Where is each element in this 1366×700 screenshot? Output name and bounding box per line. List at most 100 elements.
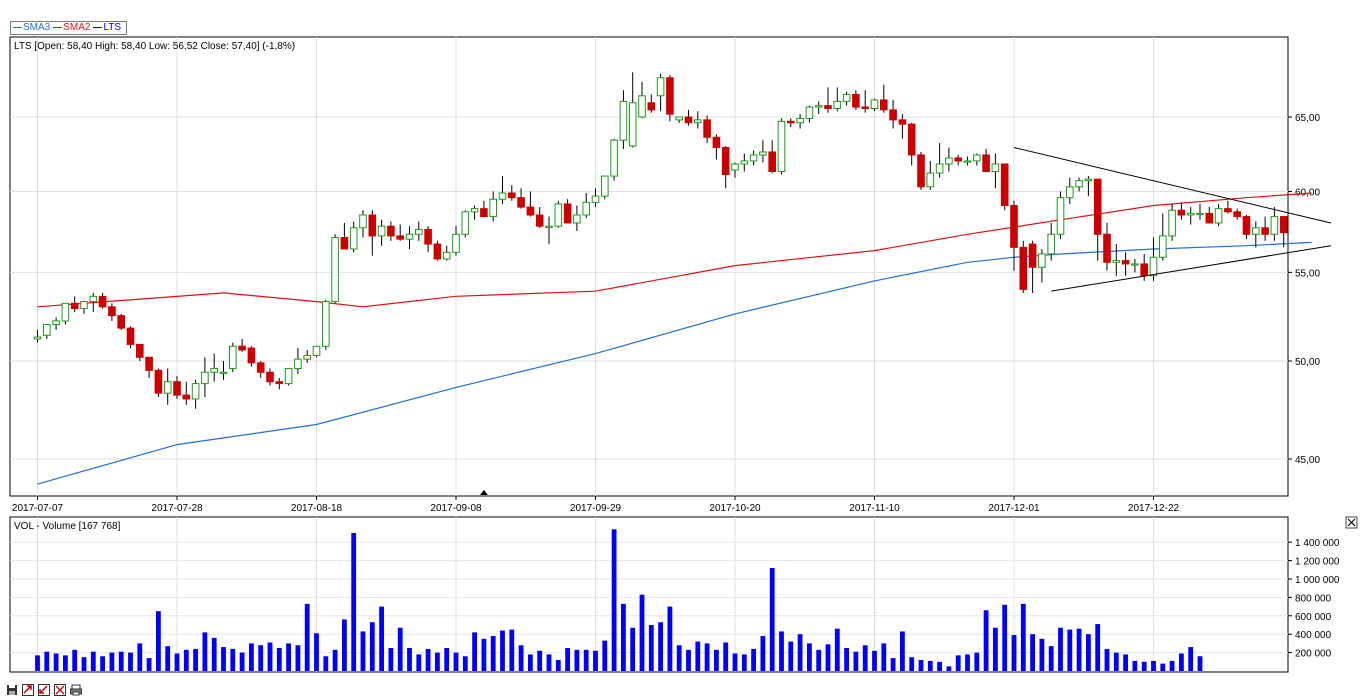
zoom-out-icon[interactable]: [38, 684, 50, 696]
candle-up: [694, 119, 702, 124]
volume-bar: [993, 627, 998, 671]
candle-up: [1168, 209, 1176, 237]
volume-bar: [769, 567, 775, 671]
candle-up: [1112, 260, 1121, 263]
save-icon[interactable]: [6, 684, 18, 696]
candle-down: [1205, 212, 1214, 224]
volume-bar: [714, 649, 719, 671]
candle-down: [154, 369, 163, 394]
candle-down: [480, 208, 488, 218]
legend-item-sma3: SMA3: [13, 22, 50, 34]
volume-bar: [1048, 646, 1054, 671]
volume-bar: [221, 647, 226, 671]
trendline[interactable]: [1051, 245, 1331, 292]
candle-down: [387, 225, 395, 237]
candle-down: [108, 306, 116, 317]
vol-y-tick-label: 800 000: [1295, 593, 1332, 604]
volume-bar: [35, 655, 40, 671]
volume-bar: [202, 632, 208, 671]
y-tick-label: 50,00: [1295, 357, 1320, 368]
volume-bar: [918, 659, 924, 671]
volume-bar: [183, 649, 189, 671]
candle-up: [80, 301, 88, 310]
volume-bar: [1123, 654, 1128, 671]
candle-up: [991, 163, 1000, 173]
candle-up: [740, 160, 749, 165]
x-tick-label: 2017-09-29: [570, 503, 622, 514]
volume-bar: [509, 629, 515, 671]
volume-bar: [937, 661, 942, 671]
volume-bar: [741, 654, 747, 671]
candle-up: [229, 345, 237, 369]
candle-up: [1214, 208, 1223, 224]
candle-up: [675, 116, 684, 121]
candle-up: [796, 117, 804, 124]
volume-bar: [249, 643, 254, 671]
volume-bar: [862, 645, 868, 671]
candle-down: [396, 235, 404, 240]
candle-up: [1075, 180, 1083, 188]
candle-down: [721, 147, 730, 176]
volume-bar: [797, 634, 803, 671]
candle-up: [312, 345, 321, 356]
fit-icon[interactable]: [54, 684, 66, 696]
candle-up: [1149, 256, 1158, 277]
candle-up: [777, 120, 786, 173]
candle-up: [1084, 178, 1093, 182]
vol-y-tick-label: 400 000: [1295, 630, 1332, 641]
candle-up: [191, 383, 200, 400]
candle-down: [433, 243, 442, 260]
volume-bar: [304, 603, 310, 671]
x-tick-label: 2017-07-07: [12, 503, 64, 514]
volume-bar: [1169, 660, 1175, 671]
candle-up: [470, 208, 479, 213]
close-icon[interactable]: [1345, 516, 1358, 529]
volume-bar: [490, 636, 496, 671]
x-tick-label: 2017-10-20: [709, 503, 761, 514]
candle-down: [1121, 260, 1130, 265]
volume-bar: [844, 648, 849, 671]
candle-up: [294, 358, 302, 369]
candle-down: [368, 214, 377, 237]
x-tick-label: 2017-11-10: [849, 503, 900, 514]
candle-down: [145, 356, 153, 371]
trendline[interactable]: [1013, 147, 1332, 224]
volume-bar: [72, 649, 78, 671]
candle-down: [954, 157, 963, 162]
zoom-in-icon[interactable]: [22, 684, 34, 696]
candle-up: [210, 367, 218, 373]
candle-up: [619, 100, 628, 141]
candle-up: [926, 172, 935, 188]
vol-y-tick-label: 200 000: [1295, 649, 1332, 660]
candle-up: [331, 237, 339, 303]
candle-up: [33, 336, 42, 340]
candle-up: [359, 214, 367, 229]
volume-bar: [1104, 648, 1110, 671]
candle-down: [126, 327, 135, 345]
volume-bar: [546, 654, 552, 671]
volume-bar: [537, 650, 543, 671]
candle-down: [182, 394, 191, 400]
volume-bar: [1030, 634, 1035, 671]
candle-up: [1038, 253, 1046, 268]
candle-down: [889, 109, 897, 121]
candle-up: [656, 77, 665, 97]
scroll-marker-icon[interactable]: [479, 490, 488, 495]
legend-item-lts: LTS: [93, 22, 121, 34]
candle-down: [666, 77, 674, 115]
price-panel: [9, 36, 1289, 497]
candle-down: [907, 123, 916, 156]
volume-bar: [453, 652, 459, 671]
volume-bar: [53, 653, 59, 671]
legend-label: SMA3: [23, 22, 51, 33]
candle-up: [601, 175, 609, 197]
candle-up: [1270, 216, 1279, 235]
volume-bar: [1197, 656, 1203, 671]
candle-up: [573, 214, 581, 224]
print-icon[interactable]: [70, 684, 82, 696]
candle-down: [852, 93, 860, 108]
legend-swatch: [13, 26, 22, 28]
volume-bar: [555, 659, 561, 671]
legend-swatch: [93, 26, 103, 28]
x-tick-label: 2017-12-01: [988, 503, 1040, 514]
